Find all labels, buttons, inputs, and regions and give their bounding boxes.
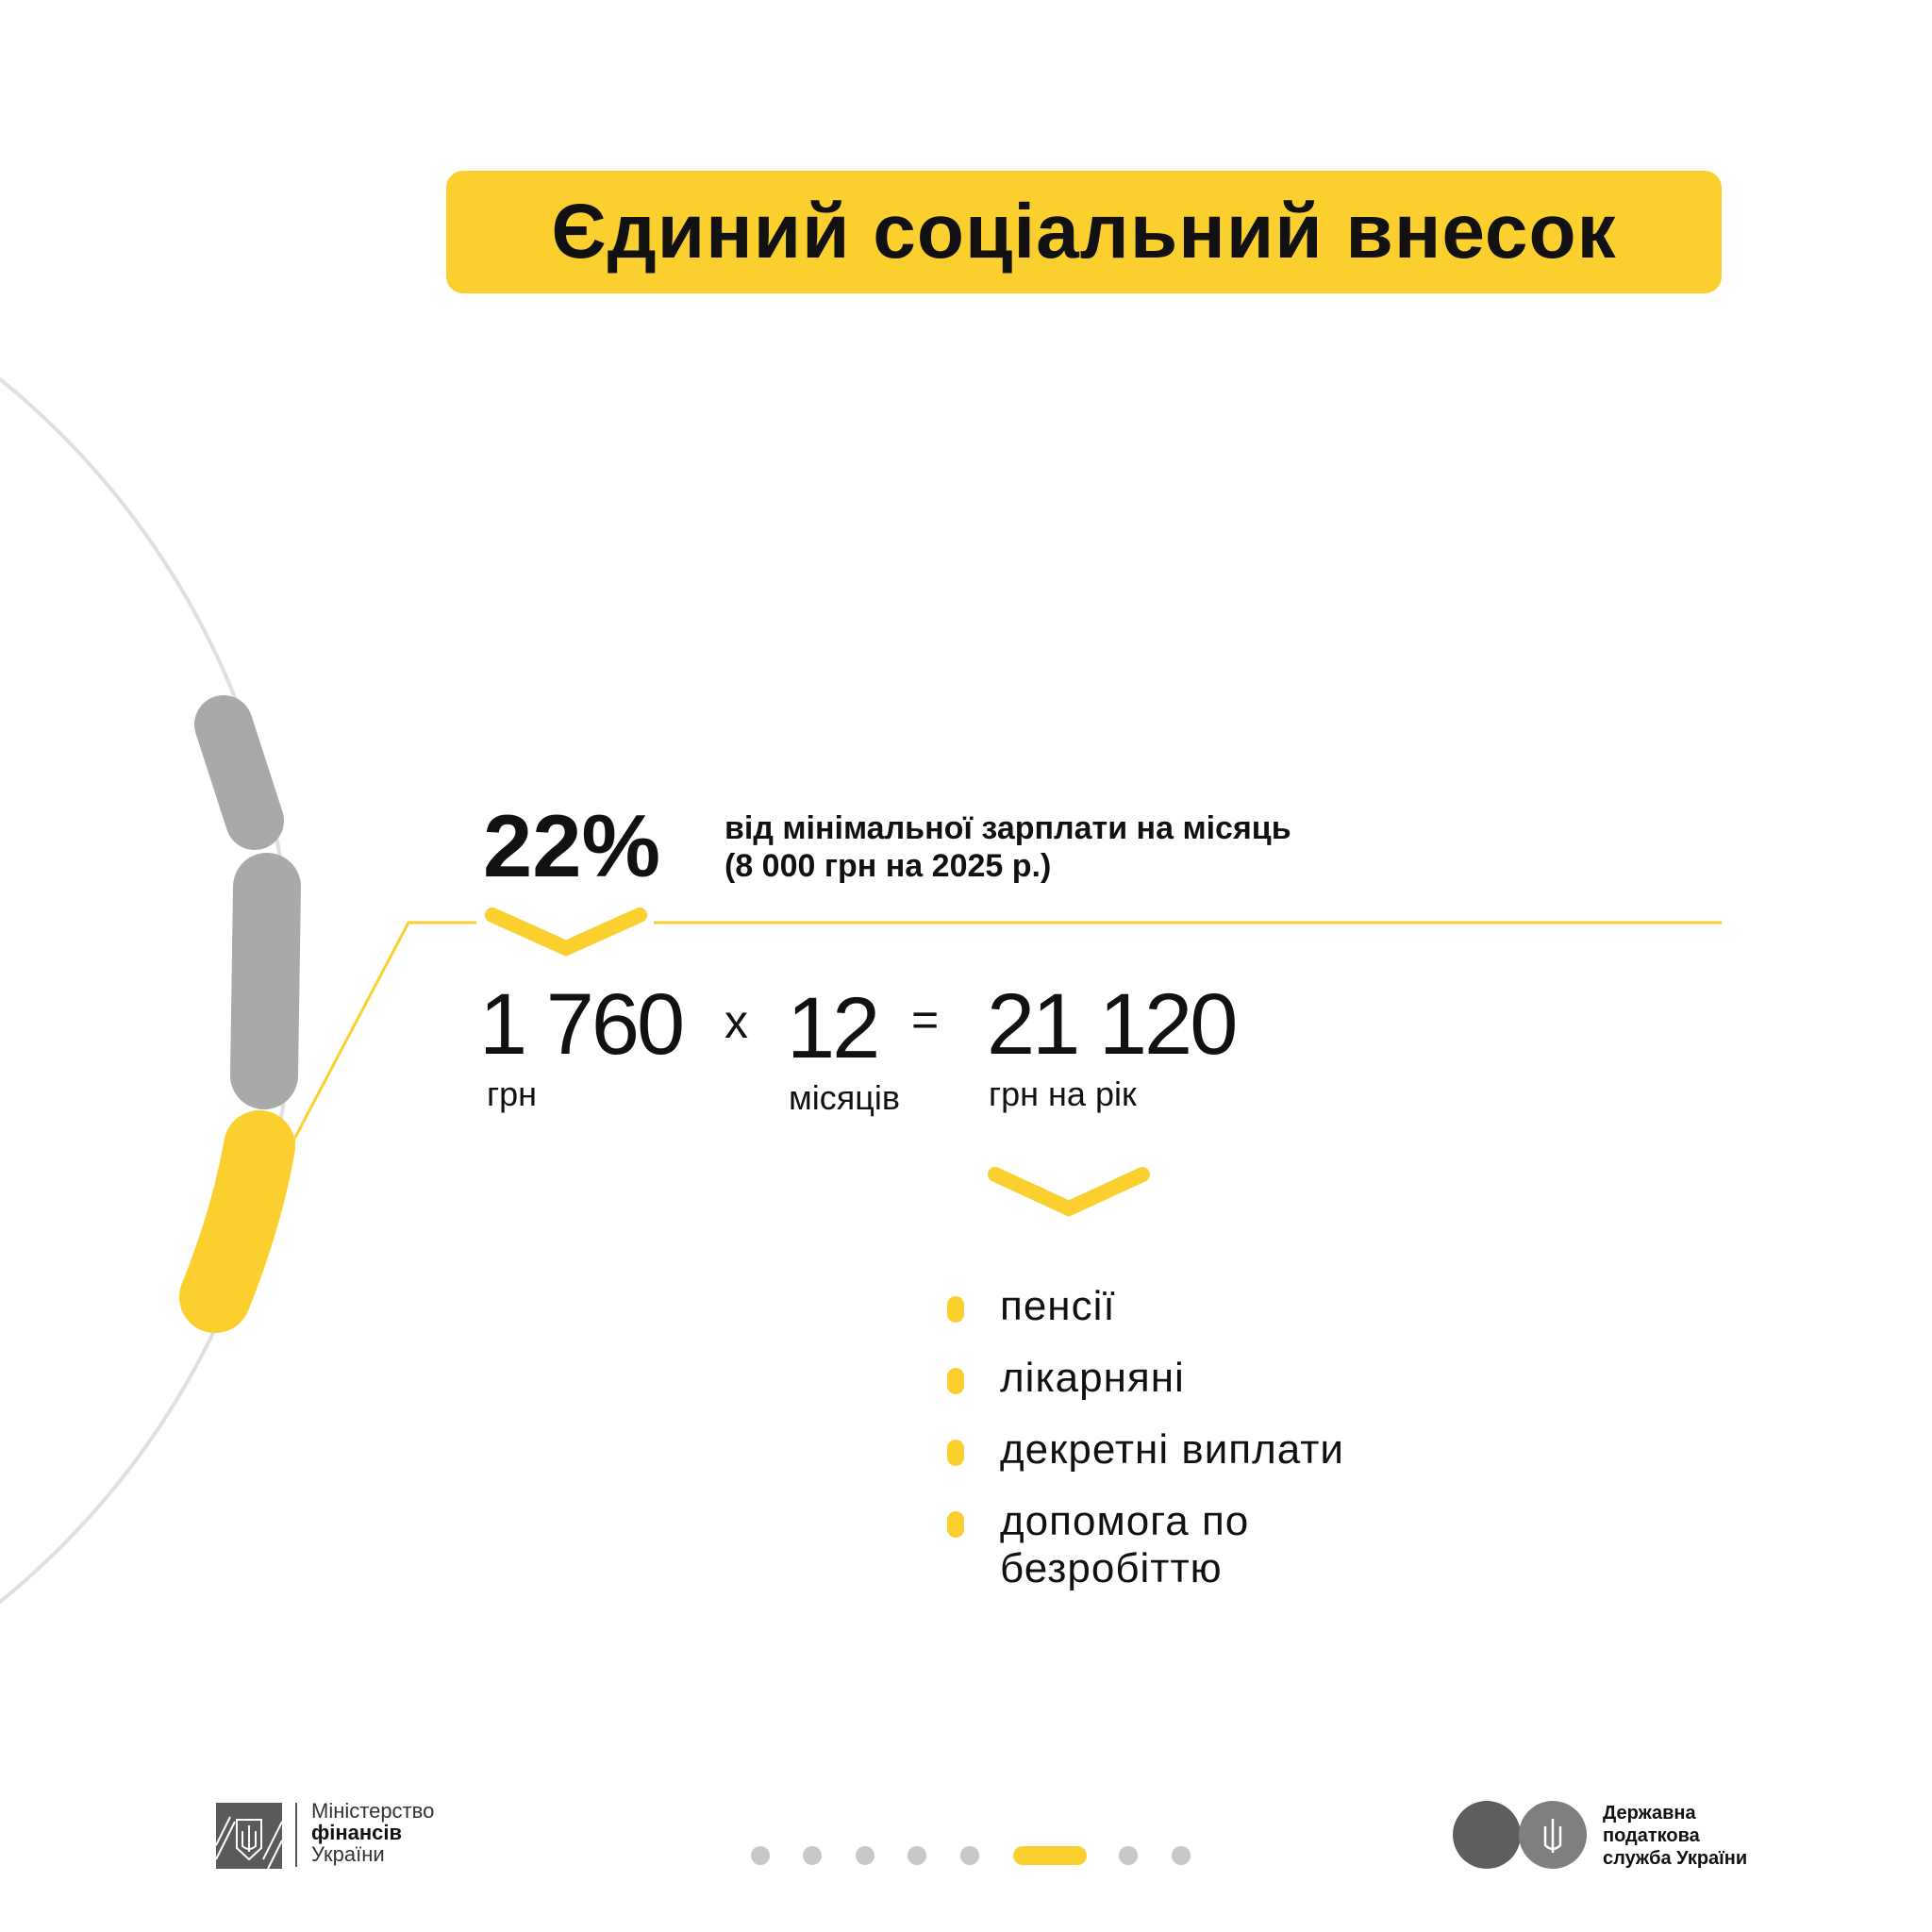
bullet-icon <box>947 1440 964 1466</box>
list-item: лікарняні <box>947 1355 1185 1402</box>
page-dot[interactable] <box>1119 1846 1138 1865</box>
ministry-name: Міністерство фінансів України <box>311 1800 434 1865</box>
ministry-line3: України <box>311 1842 385 1866</box>
page-dot[interactable] <box>1172 1846 1191 1865</box>
page-dot[interactable] <box>960 1846 979 1865</box>
tax-line2: податкова <box>1603 1825 1700 1846</box>
equals-sign: = <box>911 993 940 1046</box>
bullet-icon <box>947 1296 964 1323</box>
list-item: декретні виплати <box>947 1426 1344 1474</box>
page-dot[interactable] <box>751 1846 770 1865</box>
chevron-down-icon <box>988 1167 1150 1217</box>
ministry-line2: фінансів <box>311 1821 403 1844</box>
benefit-label-line1: допомога по <box>1000 1498 1250 1544</box>
benefit-label: пенсії <box>1000 1283 1116 1329</box>
page-dot-active[interactable] <box>1013 1846 1087 1865</box>
rate-description: від мінімальної зарплати на місяць (8 00… <box>724 809 1291 885</box>
annual-unit: грн на рік <box>989 1074 1137 1113</box>
tax-line1: Державна <box>1603 1803 1696 1824</box>
logo-divider <box>295 1803 297 1867</box>
list-item: допомога по безробіттю <box>947 1498 1249 1592</box>
rate-description-line1: від мінімальної зарплати на місяць <box>724 810 1291 846</box>
ministry-logo-icon <box>216 1803 282 1869</box>
benefit-label: лікарняні <box>1000 1355 1185 1401</box>
chevron-down-icon <box>485 908 647 957</box>
page-dot[interactable] <box>856 1846 874 1865</box>
ministry-line1: Міністерство <box>311 1799 435 1823</box>
arc-segment-yellow <box>179 1110 295 1333</box>
list-item: пенсії <box>947 1283 1116 1330</box>
title-banner: Єдиний соціальний внесок <box>446 171 1722 293</box>
months-unit: місяців <box>789 1078 900 1117</box>
monthly-unit: грн <box>487 1074 538 1113</box>
monthly-amount: 1 760 <box>479 976 685 1073</box>
benefit-label: допомога по безробіттю <box>1000 1498 1249 1592</box>
multiply-sign: x <box>724 995 748 1048</box>
tax-service-logo-icon <box>1453 1801 1587 1869</box>
benefit-label: декретні виплати <box>1000 1426 1345 1473</box>
rate-percent: 22% <box>483 796 661 895</box>
connector-line <box>289 921 476 1147</box>
page-dot[interactable] <box>803 1846 822 1865</box>
months-count: 12 <box>787 980 880 1076</box>
rate-description-line2: (8 000 грн на 2025 р.) <box>724 848 1052 884</box>
tax-service-name: Державна податкова служба України <box>1603 1802 1747 1870</box>
arc-segment-gray-2 <box>230 853 301 1109</box>
bullet-icon <box>947 1511 964 1538</box>
benefit-label-line2: безробіттю <box>1000 1545 1223 1591</box>
bullet-icon <box>947 1368 964 1394</box>
arc-segment-gray-1 <box>194 695 284 850</box>
page-dot[interactable] <box>908 1846 926 1865</box>
annual-amount: 21 120 <box>987 976 1238 1073</box>
tax-line3: служба України <box>1603 1848 1748 1869</box>
page-title: Єдиний соціальний внесок <box>551 189 1617 275</box>
